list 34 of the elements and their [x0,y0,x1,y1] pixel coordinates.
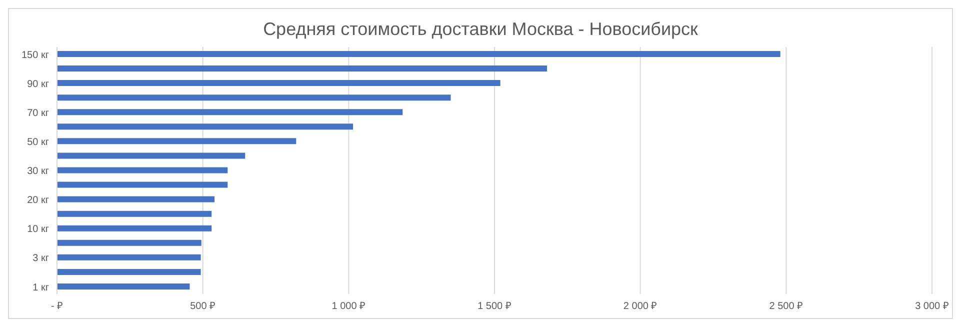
bar [57,240,202,246]
y-tick-label: 90 кг [27,78,50,90]
y-tick-label: 30 кг [27,166,50,178]
x-tick-label: - ₽ [50,301,64,312]
y-tick-label: 20 кг [27,195,50,206]
bar [57,210,212,217]
x-tick-label: 500 ₽ [190,301,216,312]
bar [57,80,500,86]
x-tick-label: 1 500 ₽ [478,301,512,312]
bar [57,124,354,130]
y-tick-label: 50 кг [27,136,50,148]
bar [57,109,403,116]
x-tick-label: 1 000 ₽ [332,301,366,312]
bar [57,66,547,72]
bar [57,182,228,188]
bar [57,283,190,290]
chart-title: Средняя стоимость доставки Москва - Новосибирск [262,18,699,41]
bar [57,225,212,232]
x-tick-label: 3 000 ₽ [915,301,949,312]
x-tick-label: 2 500 ₽ [769,301,804,312]
bar [57,94,451,101]
bar [57,138,296,144]
x-tick-label: 2 000 ₽ [623,301,658,312]
bar [57,152,246,159]
bar [57,268,201,275]
y-tick-label: 150 кг [22,50,50,61]
y-tick-label: 10 кг [27,224,50,236]
bar [57,51,780,57]
y-tick-label: 1 кг [32,282,50,294]
bar [57,167,228,174]
y-tick-label: 3 кг [32,253,50,264]
bar [57,196,214,202]
bar [57,254,201,260]
y-tick-label: 70 кг [27,108,50,119]
